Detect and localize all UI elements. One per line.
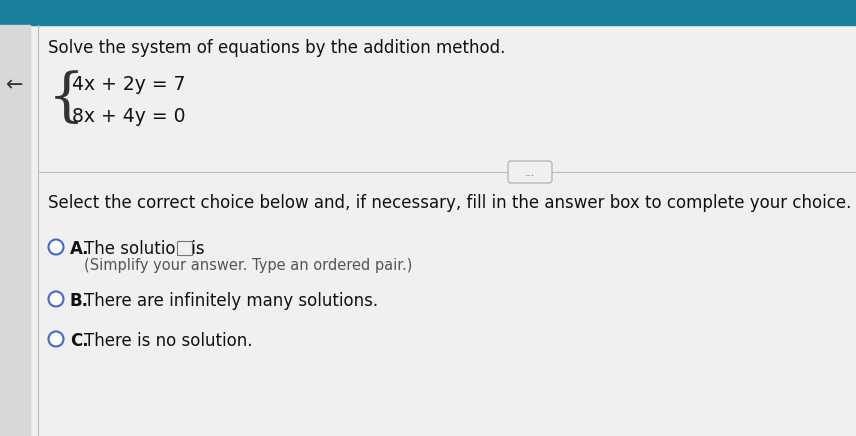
Bar	[0, 0, 856, 25]
Text: .: .	[194, 240, 199, 258]
Text: B.: B.	[70, 292, 89, 310]
Text: Solve the system of equations by the addition method.: Solve the system of equations by the add…	[48, 39, 505, 57]
FancyBboxPatch shape	[508, 161, 552, 183]
Circle shape	[49, 292, 63, 307]
Text: Select the correct choice below and, if necessary, fill in the answer box to com: Select the correct choice below and, if …	[48, 194, 852, 212]
Text: {: {	[48, 71, 85, 127]
Text: ←: ←	[6, 75, 24, 95]
Text: There is no solution.: There is no solution.	[84, 332, 253, 350]
Text: A.: A.	[70, 240, 90, 258]
Text: ...: ...	[525, 167, 535, 177]
Text: C.: C.	[70, 332, 89, 350]
Bar	[0, 25, 30, 436]
Circle shape	[49, 239, 63, 255]
Text: The solution is: The solution is	[84, 240, 205, 258]
Text: 8x + 4y = 0: 8x + 4y = 0	[72, 107, 186, 126]
Text: 4x + 2y = 7: 4x + 2y = 7	[72, 75, 186, 94]
Circle shape	[49, 331, 63, 347]
FancyBboxPatch shape	[177, 241, 192, 255]
Text: (Simplify your answer. Type an ordered pair.): (Simplify your answer. Type an ordered p…	[84, 258, 413, 273]
Text: There are infinitely many solutions.: There are infinitely many solutions.	[84, 292, 378, 310]
